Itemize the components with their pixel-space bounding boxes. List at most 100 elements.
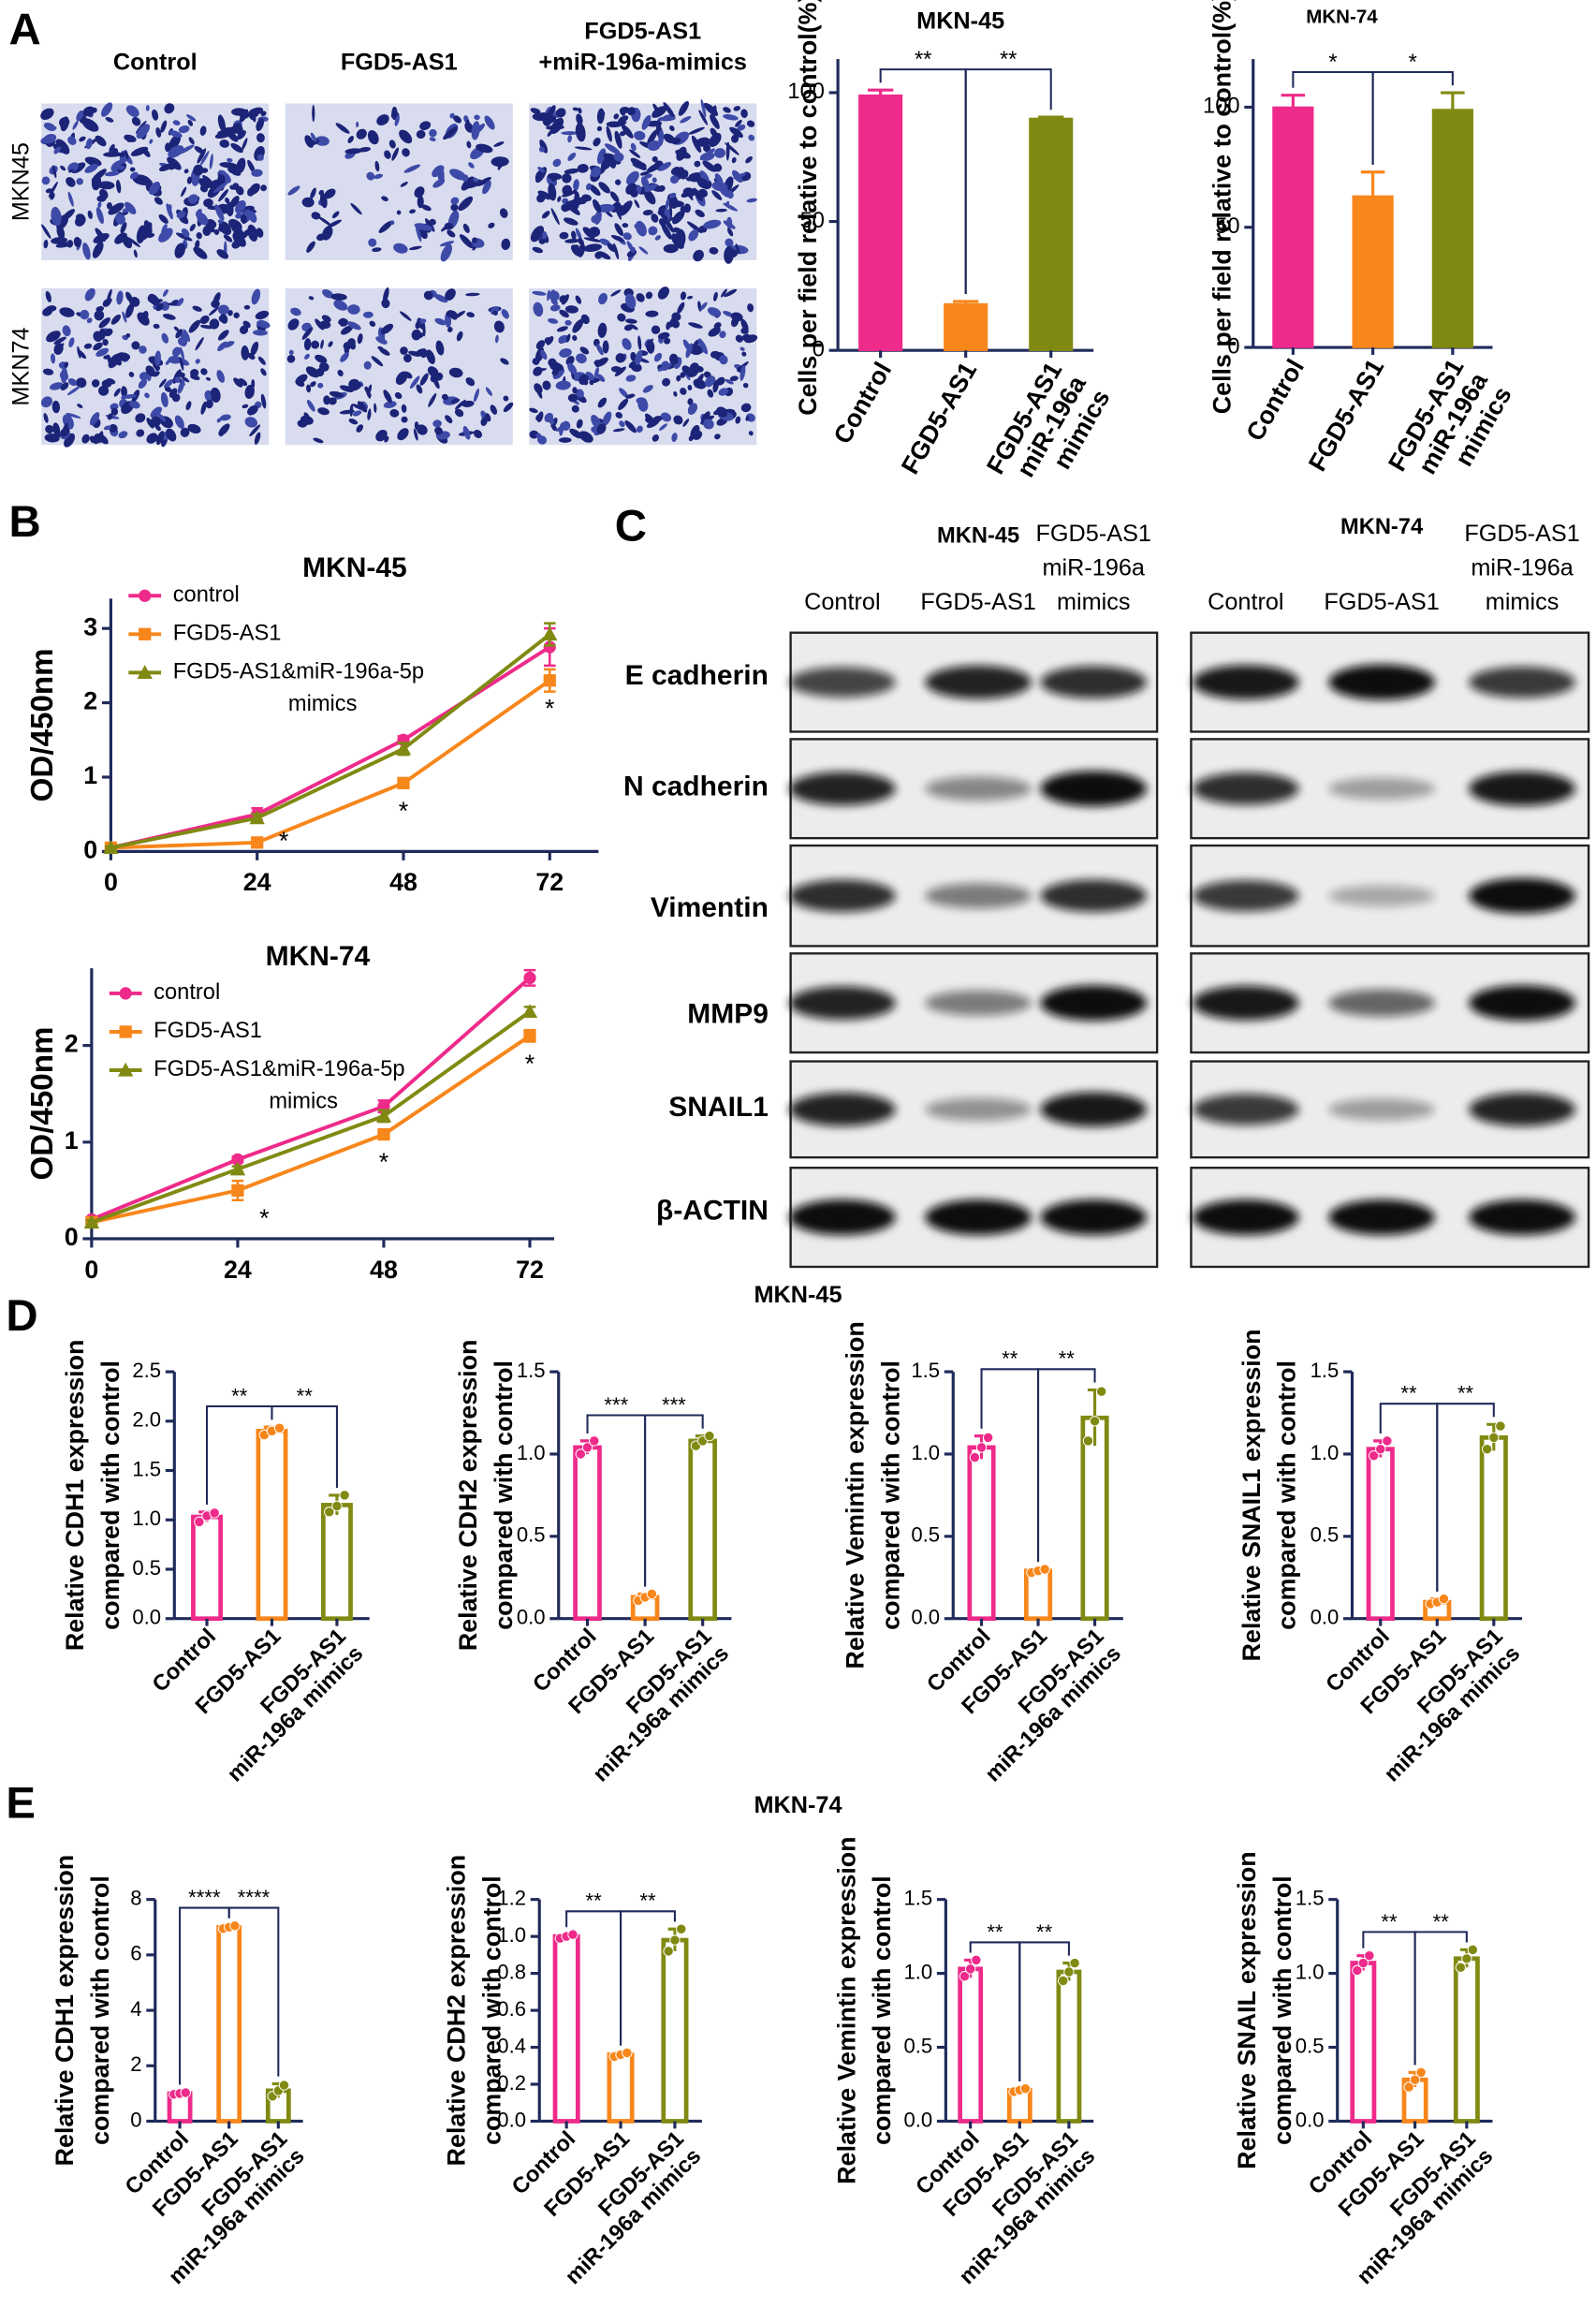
y-tick-label: 0.5 bbox=[903, 2034, 932, 2057]
cell bbox=[745, 416, 750, 421]
cell bbox=[476, 176, 491, 186]
x-tick-label: 48 bbox=[370, 1256, 398, 1284]
cell bbox=[593, 366, 599, 379]
error-bar bbox=[1360, 170, 1385, 221]
cell bbox=[158, 213, 168, 224]
band bbox=[1469, 771, 1575, 806]
cell bbox=[676, 146, 687, 161]
cell bbox=[476, 143, 493, 154]
cell bbox=[671, 433, 678, 442]
cell bbox=[413, 428, 418, 441]
data-point bbox=[663, 1946, 674, 1957]
cell bbox=[402, 148, 410, 157]
cell bbox=[92, 242, 104, 258]
cell bbox=[217, 330, 229, 341]
blot-strip bbox=[1190, 1060, 1590, 1159]
data-point bbox=[1415, 2066, 1427, 2079]
cell bbox=[680, 169, 689, 180]
cell bbox=[94, 310, 105, 321]
cell bbox=[205, 399, 213, 409]
cell bbox=[415, 224, 422, 243]
blot-strip bbox=[1190, 738, 1590, 840]
cell bbox=[331, 211, 340, 219]
data-point bbox=[1364, 1949, 1375, 1962]
cell bbox=[199, 125, 207, 136]
y-tick-label: 1.5 bbox=[1296, 1887, 1325, 1910]
y-tick-label: 1.0 bbox=[1310, 1441, 1340, 1464]
cell bbox=[627, 107, 636, 116]
cell bbox=[60, 367, 68, 384]
y-axis-label: Relative CDH2 expression bbox=[442, 1855, 470, 2167]
line-series bbox=[110, 679, 551, 850]
cell bbox=[122, 311, 127, 323]
cell bbox=[625, 393, 636, 399]
cell bbox=[441, 393, 448, 401]
data-point bbox=[1482, 1443, 1493, 1455]
cell bbox=[667, 248, 678, 253]
cell bbox=[357, 333, 363, 345]
cell bbox=[677, 301, 685, 314]
cell bbox=[110, 407, 119, 416]
cell bbox=[572, 318, 584, 333]
cell bbox=[571, 404, 579, 413]
cell bbox=[125, 105, 139, 117]
cell bbox=[149, 181, 161, 195]
cell bbox=[170, 300, 179, 305]
significance-label: *** bbox=[604, 1393, 628, 1417]
error-bar bbox=[953, 300, 979, 307]
cell bbox=[115, 180, 122, 194]
marker bbox=[137, 665, 153, 679]
y-tick-label: 0.0 bbox=[1296, 2108, 1325, 2131]
cell bbox=[464, 122, 474, 133]
band bbox=[1469, 877, 1575, 914]
cell bbox=[209, 318, 220, 330]
band bbox=[1328, 664, 1435, 700]
cell bbox=[537, 167, 546, 173]
data-point bbox=[1082, 1435, 1094, 1447]
cell bbox=[575, 228, 582, 241]
cell bbox=[737, 124, 746, 131]
blot-strip bbox=[789, 631, 1159, 733]
y-tick-label: 1.0 bbox=[497, 1923, 526, 1947]
band bbox=[1193, 879, 1299, 912]
cell bbox=[449, 112, 455, 119]
cell bbox=[106, 201, 112, 210]
lane-label: Control bbox=[804, 589, 880, 615]
cell bbox=[739, 346, 745, 351]
cell bbox=[400, 182, 408, 187]
data-point bbox=[1058, 1975, 1069, 1987]
annotation: * bbox=[259, 1204, 270, 1232]
y-axis-label: Relative SNAIL expression bbox=[1233, 1851, 1261, 2169]
cell bbox=[365, 386, 372, 399]
cell bbox=[384, 150, 391, 159]
cell bbox=[663, 102, 675, 118]
cell bbox=[657, 287, 670, 300]
cell bbox=[83, 343, 93, 349]
cell bbox=[93, 342, 103, 351]
panel-title: MKN-45 bbox=[754, 1282, 842, 1308]
cell bbox=[79, 136, 86, 142]
cell bbox=[703, 419, 714, 430]
cell bbox=[432, 165, 445, 178]
cell bbox=[694, 160, 701, 168]
cell bbox=[376, 114, 389, 125]
cell bbox=[226, 201, 234, 216]
cell bbox=[346, 321, 361, 331]
column-label: FGD5-AS1 bbox=[341, 50, 458, 76]
band bbox=[1193, 772, 1299, 805]
cell bbox=[403, 164, 420, 173]
significance-label: ** bbox=[1381, 1910, 1398, 1933]
cell bbox=[696, 178, 710, 189]
cell bbox=[91, 107, 97, 113]
cell bbox=[401, 416, 408, 423]
cell bbox=[177, 379, 185, 394]
cell bbox=[561, 420, 571, 431]
cell bbox=[625, 183, 637, 195]
significance-label: ** bbox=[297, 1384, 314, 1407]
cell bbox=[417, 195, 424, 209]
cell bbox=[669, 353, 679, 365]
cell bbox=[422, 325, 426, 337]
micrograph bbox=[285, 287, 514, 446]
x-tick-label: Control bbox=[1240, 354, 1310, 446]
cell bbox=[68, 337, 75, 348]
